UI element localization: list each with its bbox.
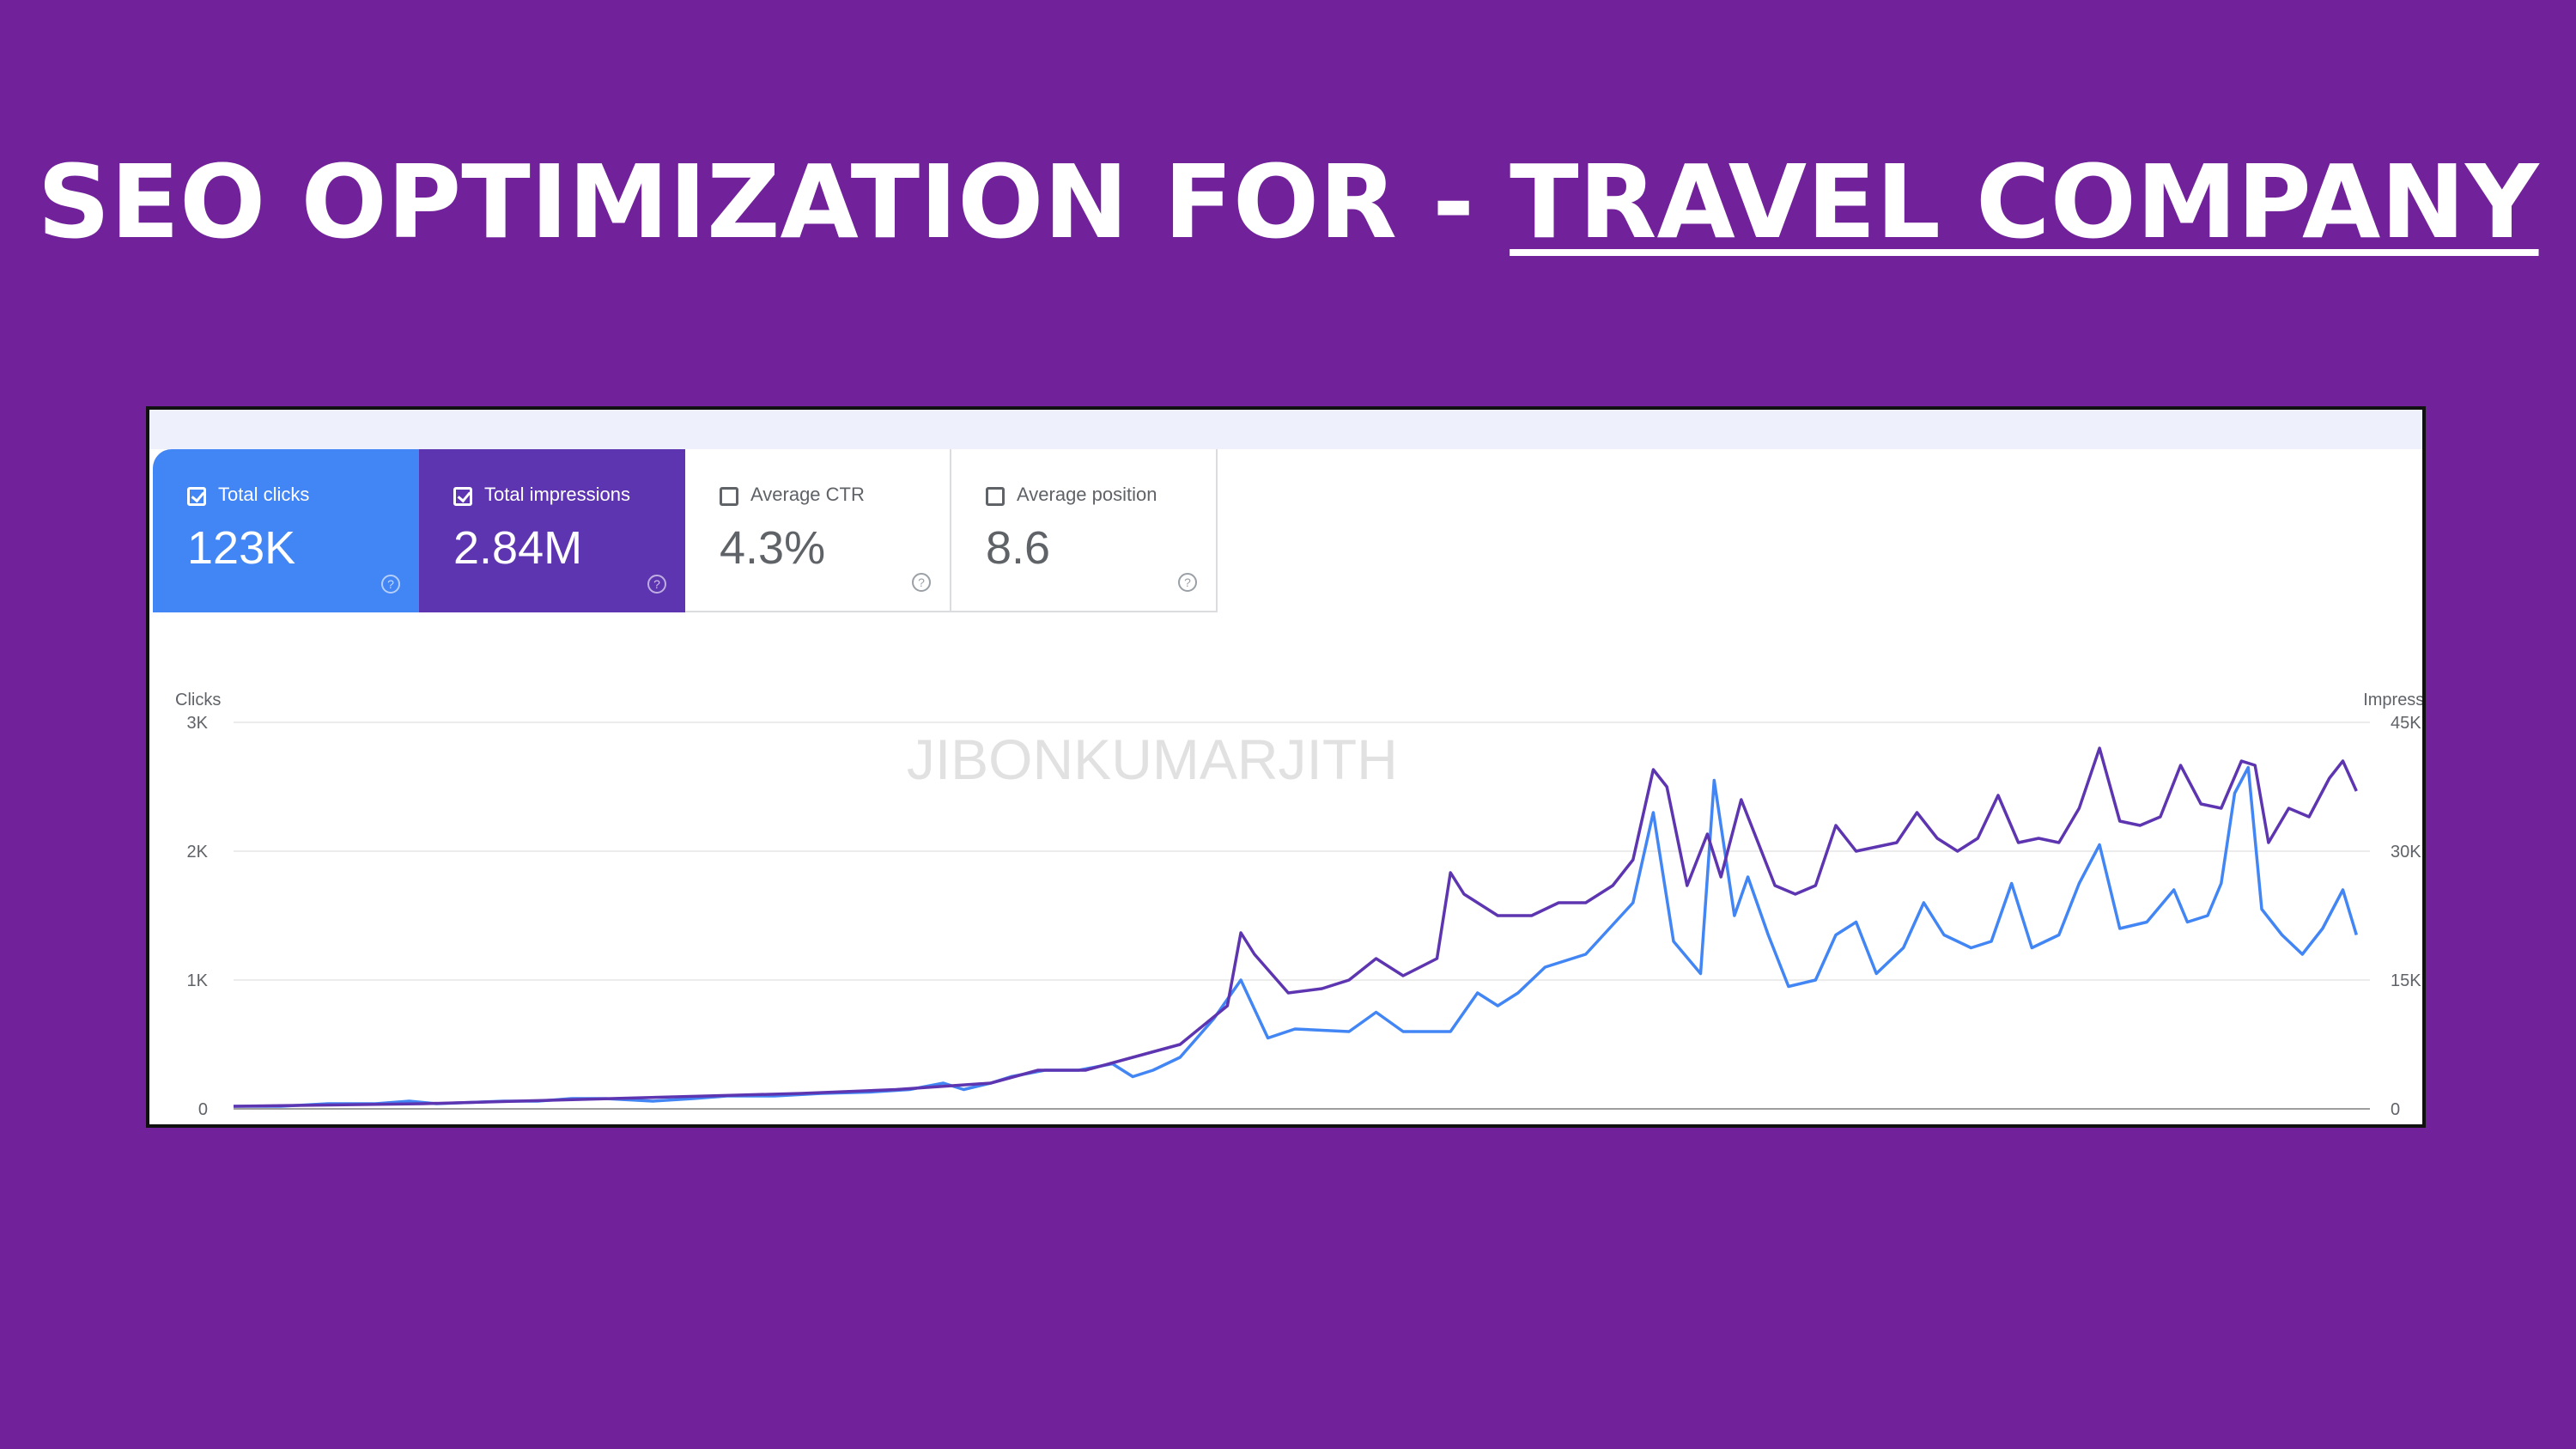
checkbox-icon[interactable] [720, 487, 738, 506]
performance-panel: JIBONKUMARJITH 0 0 1K 15K 2K 30K 3K 45K Clicks Imp… [146, 406, 2426, 1128]
checkbox-icon[interactable] [187, 487, 206, 506]
title-highlight: TRAVEL COMPANY [1510, 143, 2539, 261]
metric-label: Average position [1017, 484, 1157, 505]
metric-cards: Total clicks 123K ? Total impressions 2.… [153, 449, 1218, 612]
left-tick-label: 2K [187, 843, 209, 861]
series-line-clicks [234, 765, 2358, 1108]
left-tick-label: 3K [187, 714, 209, 733]
help-icon[interactable]: ? [381, 575, 400, 594]
performance-chart: JIBONKUMARJITH 0 0 1K 15K 2K 30K 3K 45K Clicks Imp… [175, 691, 2422, 1119]
left-axis-label: Clicks [175, 691, 221, 709]
right-tick-label: 0 [2391, 1100, 2400, 1119]
right-tick-label: 30K [2391, 843, 2421, 861]
right-tick-label: 15K [2391, 971, 2421, 990]
right-tick-label: 45K [2391, 714, 2421, 733]
metric-value: 4.3% [720, 522, 826, 574]
left-tick-label: 1K [187, 971, 209, 990]
metric-card-total-impressions[interactable]: Total impressions 2.84M ? [419, 449, 685, 612]
metric-card-total-clicks[interactable]: Total clicks 123K ? [153, 449, 419, 612]
left-tick-label: 0 [198, 1100, 208, 1119]
panel-top-band [149, 410, 2422, 449]
metric-label: Average CTR [750, 484, 865, 505]
watermark-text: JIBONKUMARJITH [907, 728, 1398, 791]
metric-card-average-position[interactable]: Average position 8.6 ? [951, 449, 1218, 612]
checkbox-icon[interactable] [453, 487, 472, 506]
metric-value: 8.6 [986, 522, 1051, 574]
page-title: SEO OPTIMIZATION FOR - TRAVEL COMPANY [0, 137, 2576, 266]
right-axis-label: Impressions [2363, 691, 2422, 709]
help-icon[interactable]: ? [912, 573, 931, 592]
check-icon [191, 488, 205, 503]
help-icon[interactable]: ? [1178, 573, 1197, 592]
help-icon[interactable]: ? [647, 575, 666, 594]
check-icon [457, 488, 471, 503]
metric-label: Total impressions [484, 484, 630, 505]
metric-value: 123K [187, 522, 296, 574]
metric-label: Total clicks [218, 484, 310, 505]
metric-value: 2.84M [453, 522, 583, 574]
title-prefix: SEO OPTIMIZATION FOR - [37, 143, 1510, 261]
metric-card-average-ctr[interactable]: Average CTR 4.3% ? [685, 449, 951, 612]
series-line-impressions [233, 746, 2358, 1108]
checkbox-icon[interactable] [986, 487, 1005, 506]
